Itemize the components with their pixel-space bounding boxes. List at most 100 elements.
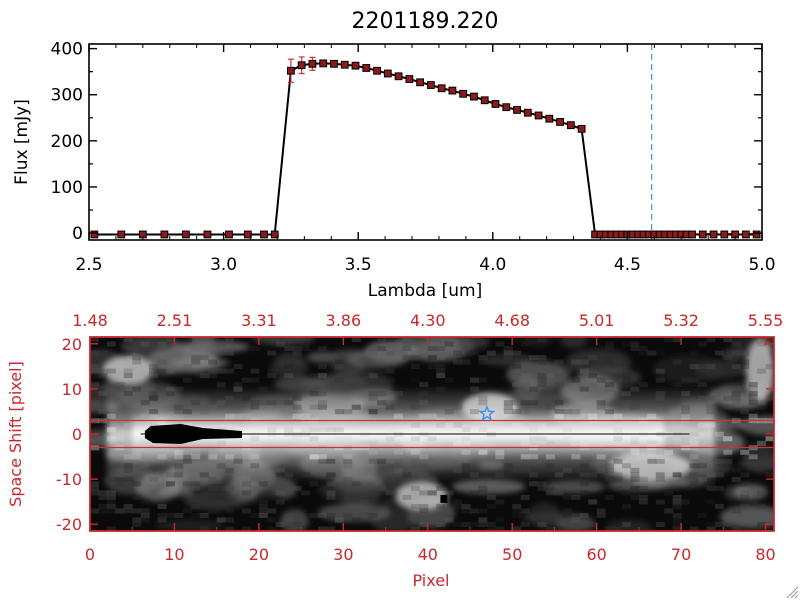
flux-tick-labels: 0 100 200 300 400: [51, 40, 83, 244]
pixel-tick-label: 30: [333, 545, 353, 564]
image-plot-frame: [89, 336, 775, 532]
shift-tick-label: 0: [72, 425, 82, 444]
spectrum-ticks: [88, 44, 763, 240]
flux-point: [319, 59, 328, 68]
shift-tick-label: -20: [56, 515, 82, 534]
flux-point: [513, 106, 521, 114]
wavelength-tick-label: 3.31: [241, 311, 277, 330]
flux-point: [709, 230, 718, 239]
y-axis-label: Flux [mJy]: [12, 99, 32, 185]
flux-point: [243, 230, 252, 239]
flux-point: [556, 118, 565, 126]
flux-point: [351, 61, 360, 70]
shift-tick-label: 20: [62, 335, 82, 354]
flux-point: [491, 100, 500, 108]
spectrum-plot-frame: [88, 43, 763, 241]
flux-line: [94, 62, 757, 236]
x-tick-label: 3.5: [345, 255, 372, 275]
flux-point: [502, 103, 511, 112]
flux-point: [260, 230, 268, 239]
pixel-tick-label: 40: [418, 545, 438, 564]
lambda-tick-labels: 2.5 3.0 3.5 4.0 4.5 5.0: [75, 255, 775, 275]
flux-point: [416, 78, 425, 87]
spectrum-panel: 2201189.220 0 100 200 300 400 2.5 3.0 3.5 4.0 4.…: [12, 9, 776, 301]
flux-point: [90, 230, 99, 239]
wavelength-tick-label: 3.86: [326, 311, 362, 330]
shift-tick-labels: -20 -10 0 10 20: [56, 335, 82, 534]
flux-point: [534, 111, 543, 120]
x-tick-label: 3.0: [210, 255, 237, 275]
star-marker: [478, 404, 496, 422]
x-tick-label: 4.5: [614, 255, 641, 275]
y-tick-label: 300: [51, 86, 83, 106]
flux-point: [448, 86, 457, 95]
wavelength-tick-labels: 1.48 2.51 3.31 3.86 4.30 4.68 5.01 5.32 5.55: [72, 311, 783, 330]
flux-point: [160, 230, 169, 239]
wavelength-tick-label: 5.32: [663, 311, 699, 330]
wavelength-tick-label: 4.30: [410, 311, 446, 330]
flux-point: [480, 96, 489, 105]
flux-point: [373, 66, 381, 75]
y-tick-label: 200: [51, 132, 83, 152]
flux-point: [405, 75, 414, 83]
resize-grip-icon[interactable]: [786, 586, 799, 599]
flux-point: [698, 230, 707, 239]
flux-point: [545, 114, 554, 123]
flux-point: [459, 89, 468, 98]
flux-point: [383, 69, 392, 78]
dark-pixel: [440, 494, 448, 503]
wavelength-tick-label: 1.48: [72, 311, 108, 330]
pixel-tick-label: 60: [586, 545, 606, 564]
y-tick-label: 400: [51, 40, 83, 60]
y-tick-label: 100: [51, 178, 83, 198]
flux-point: [437, 84, 446, 93]
flux-point: [688, 230, 696, 239]
flux-point: [523, 108, 532, 117]
chart-title: 2201189.220: [352, 9, 499, 34]
flux-point: [470, 92, 478, 101]
image-y-axis-label: Space Shift [pixel]: [6, 361, 25, 507]
y-tick-label: 0: [72, 224, 83, 244]
x-axis-label: Lambda [um]: [368, 281, 482, 301]
flux-point: [394, 72, 403, 81]
shift-tick-label: 10: [62, 380, 82, 399]
image-panel: 1.48 2.51 3.31 3.86 4.30 4.68 5.01 5.32 5.55 0 10…: [6, 311, 783, 590]
flux-point: [426, 81, 435, 89]
flux-point: [741, 230, 750, 239]
x-tick-label: 5.0: [748, 255, 775, 275]
pixel-tick-label: 10: [164, 545, 184, 564]
flux-point: [340, 60, 349, 69]
wavelength-tick-label: 4.68: [494, 311, 530, 330]
flux-point: [330, 59, 338, 68]
pixel-tick-label: 0: [85, 545, 95, 564]
flux-point: [720, 230, 729, 239]
shift-tick-label: -10: [56, 470, 82, 489]
x-tick-label: 4.0: [479, 255, 506, 275]
wavelength-tick-label: 5.55: [748, 311, 784, 330]
image-x-axis-label: Pixel: [412, 571, 449, 590]
pixel-tick-label: 80: [755, 545, 775, 564]
flux-point: [287, 66, 295, 75]
flux-point: [225, 230, 233, 239]
wavelength-tick-label: 2.51: [157, 311, 193, 330]
flux-point: [297, 61, 306, 70]
flux-point: [270, 230, 279, 239]
pixel-tick-label: 50: [502, 545, 522, 564]
flux-point: [577, 124, 586, 133]
flux-point: [308, 59, 317, 68]
flux-point: [752, 230, 761, 239]
flux-point: [566, 121, 575, 130]
pixel-tick-label: 70: [671, 545, 691, 564]
saturated-region: [144, 424, 242, 444]
flux-markers: [90, 59, 761, 239]
pixel-tick-label: 20: [249, 545, 269, 564]
wavelength-tick-label: 5.01: [579, 311, 615, 330]
flux-point: [117, 230, 126, 239]
x-tick-label: 2.5: [75, 255, 102, 275]
flux-point: [362, 64, 371, 72]
flux-point: [182, 230, 190, 239]
pixel-tick-labels: 0 10 20 30 40 50 60 70 80: [85, 545, 776, 564]
flux-point: [203, 230, 212, 239]
